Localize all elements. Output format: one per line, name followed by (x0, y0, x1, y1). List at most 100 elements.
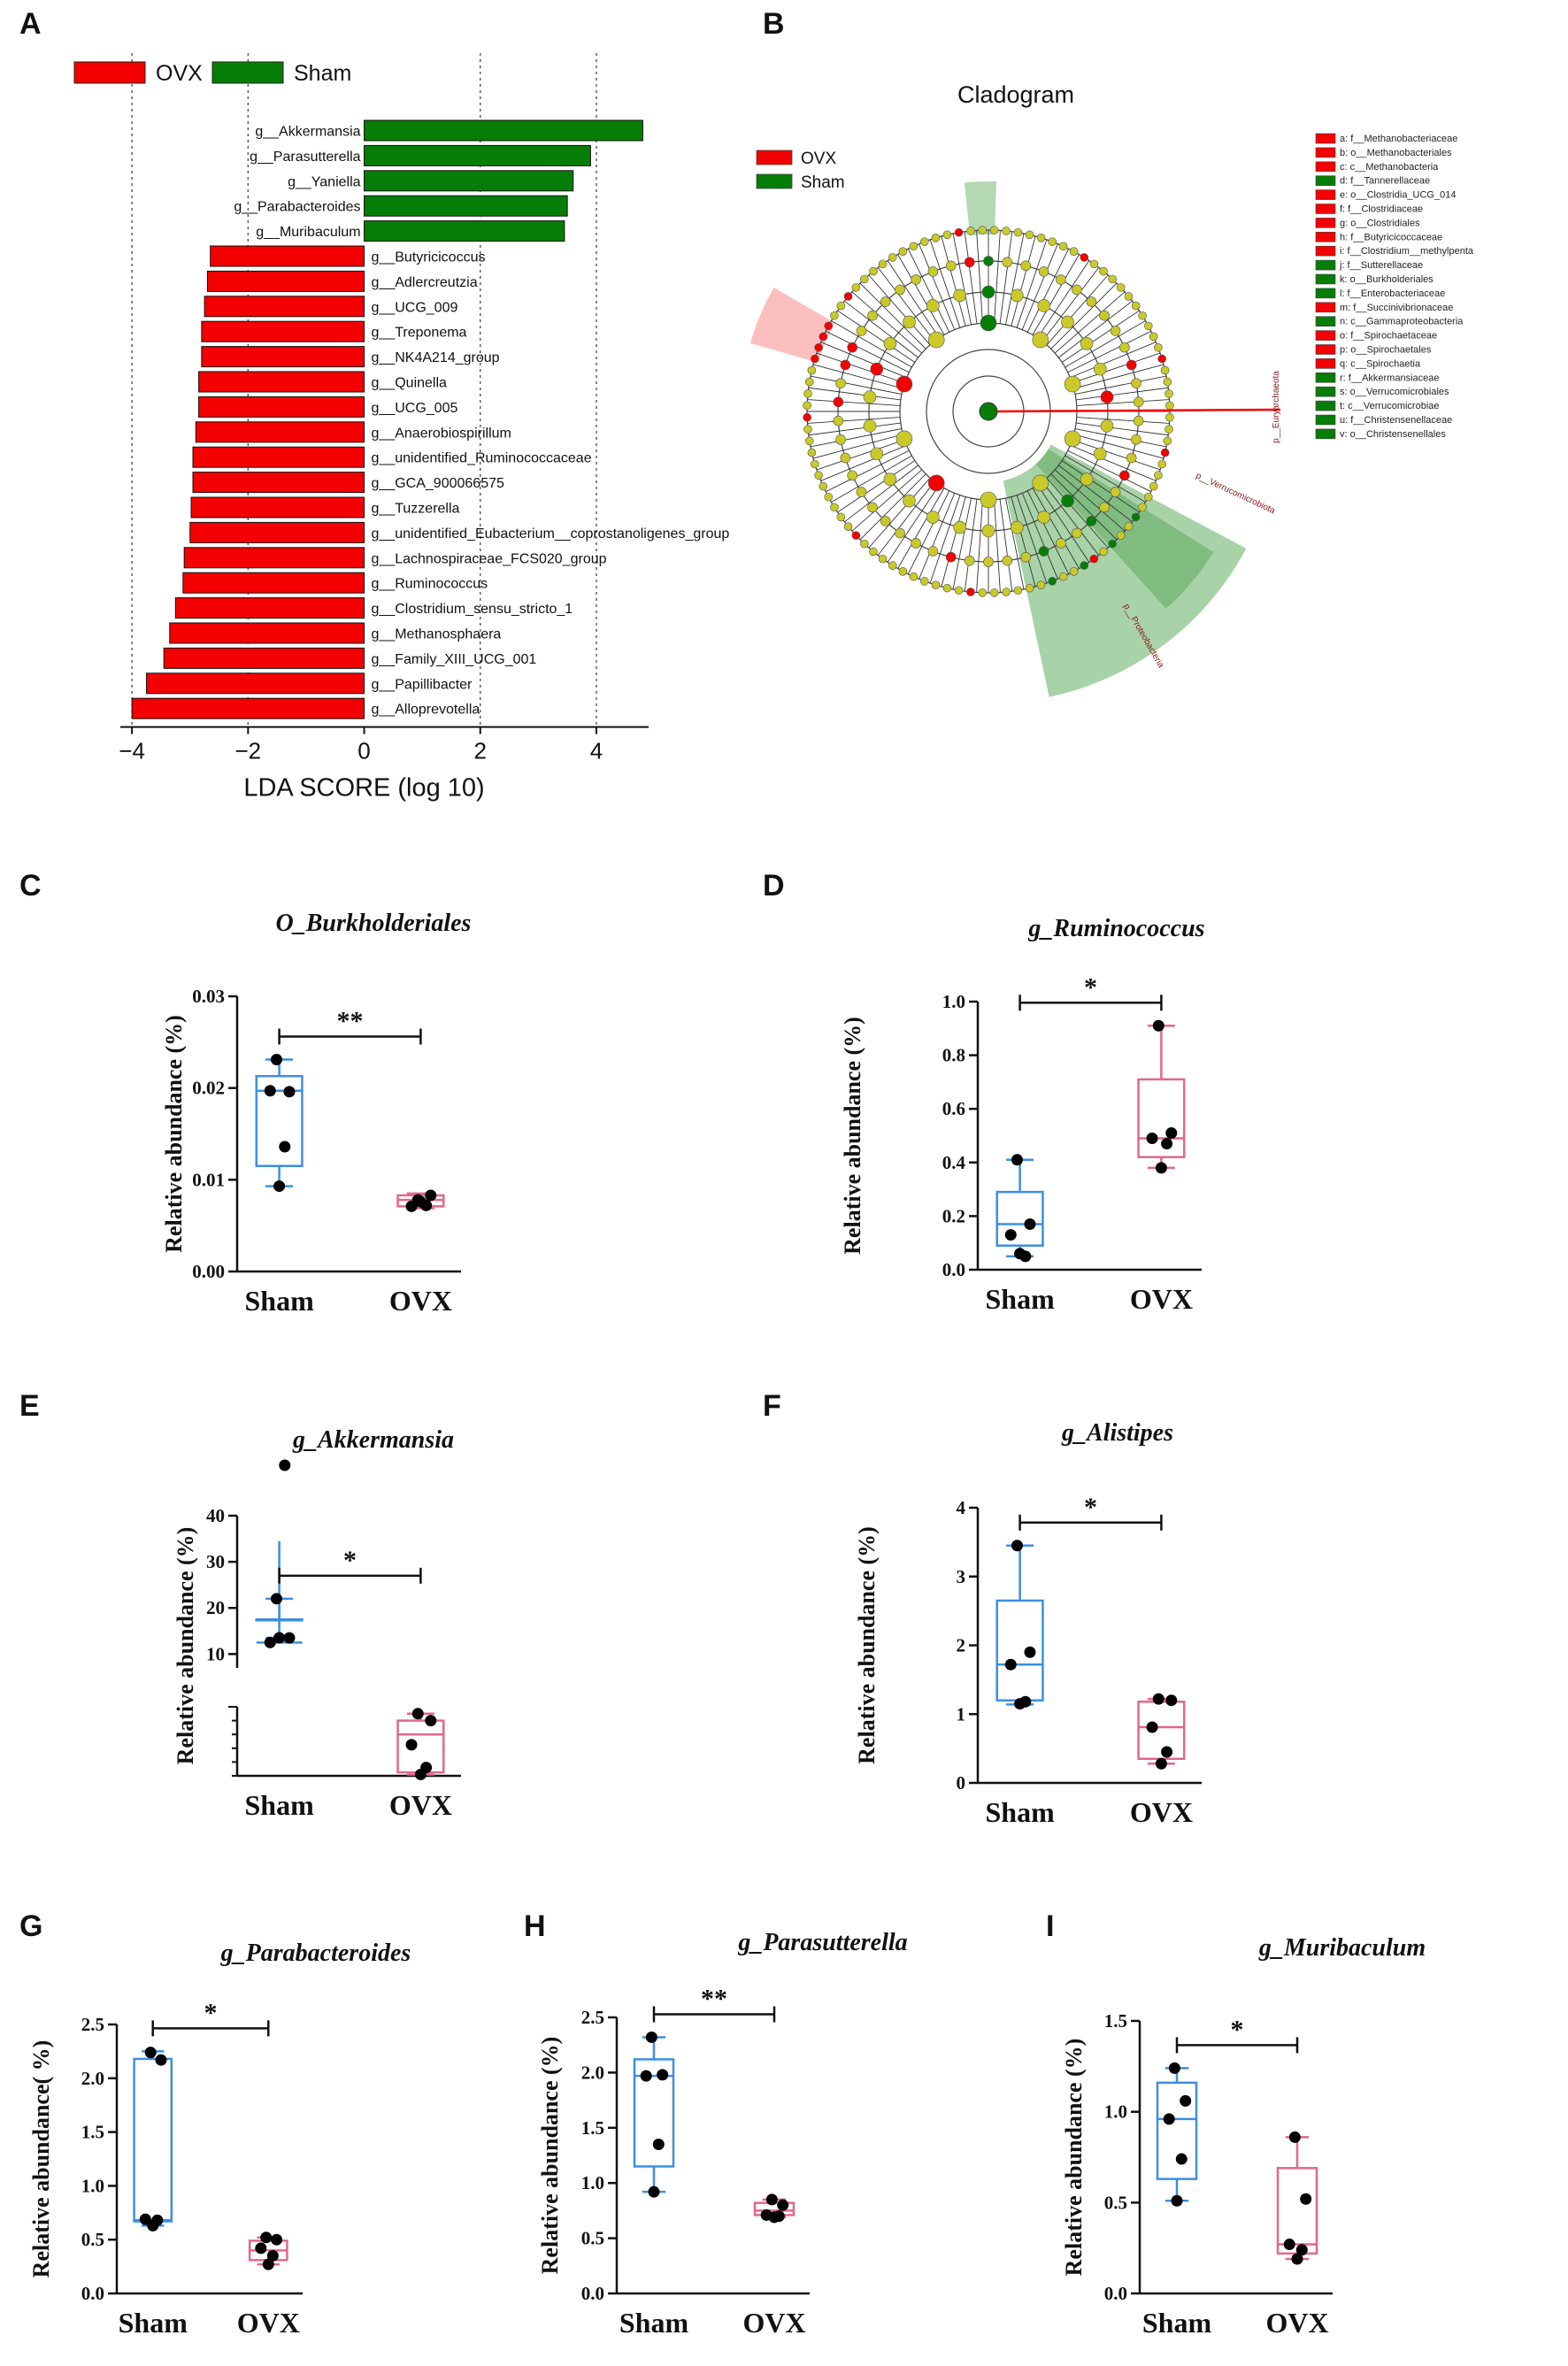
cladogram-taxon-label: r: f__Akkermansiaceae (1340, 373, 1440, 383)
cladogram-node (1124, 292, 1134, 301)
cladogram-node (1163, 377, 1172, 387)
cladogram-node (1058, 572, 1068, 581)
boxplot-y-tick-label: 1.5 (581, 2117, 604, 2139)
lda-bar-label: g__Butyricicoccus (372, 250, 486, 265)
boxplot-data-point (1004, 1658, 1017, 1671)
cladogram-node (840, 452, 851, 464)
cladogram-node (1002, 257, 1013, 268)
cladogram-title: Cladogram (957, 81, 1074, 108)
boxplot-data-point (1024, 1218, 1036, 1230)
cladogram-branch (816, 439, 905, 471)
cladogram-branch (1070, 342, 1157, 379)
boxplot-y-axis-title: Relative abundance (%) (1061, 2039, 1087, 2277)
cladogram-taxon-swatch (1315, 161, 1336, 173)
cladogram-branch (919, 493, 956, 580)
boxplot-data-point (283, 1086, 296, 1098)
boxplot-category-label: Sham (619, 2307, 689, 2339)
cladogram-taxon-swatch (1315, 147, 1336, 158)
cladogram-node (803, 389, 812, 398)
lda-bar (183, 547, 365, 569)
boxplot-y-tick-label: 1.0 (1104, 2101, 1127, 2123)
lda-legend-label-ovx: OVX (156, 61, 203, 86)
cladogram-taxon-swatch (1315, 133, 1336, 144)
cladogram-node (819, 481, 828, 491)
cladogram-node (830, 503, 839, 512)
cladogram-branch (831, 320, 912, 368)
cladogram-node (989, 226, 999, 234)
boxplot-c: O_Burkholderiales Relative abundance (%)0… (161, 910, 472, 1317)
cladogram-node (919, 577, 929, 586)
boxplot-box-sham (133, 2057, 173, 2223)
cladogram-branch (897, 488, 945, 569)
cladogram-node (953, 288, 966, 303)
cladogram-node (931, 580, 941, 589)
cladogram-branch (941, 235, 966, 326)
boxplot-significance-label: * (1084, 1493, 1097, 1522)
boxplot-data-point (260, 2232, 273, 2244)
boxplot-category-label: Sham (985, 1796, 1055, 1828)
cladogram-taxon-label: s: o__Verrucomicrobiales (1340, 387, 1449, 397)
boxplot-data-point (1024, 1646, 1036, 1658)
lda-bar-label: g__Yaniella (288, 174, 361, 189)
cladogram-taxon-label: b: o__Methanobacteriales (1340, 148, 1452, 158)
cladogram-taxon-swatch (1315, 231, 1336, 242)
cladogram-node (911, 538, 921, 549)
lda-bar-label: g__UCG_009 (372, 300, 458, 315)
cladogram-branch (1050, 282, 1118, 350)
boxplot-i: g_Muribaculum Relative abundance (%) 0.0 0.… (1061, 1934, 1426, 2339)
cladogram-branch (964, 499, 978, 592)
cladogram-node (1020, 260, 1032, 272)
cladogram-node (869, 547, 878, 557)
cladogram-node (1037, 299, 1051, 312)
boxplot-title: g_Parasutterella (737, 1929, 907, 1956)
cladogram-taxon-swatch (1315, 386, 1336, 397)
boxplot-y-tick-label: 0.0 (581, 2283, 604, 2304)
cladogram-branch (1072, 439, 1161, 471)
cladogram-branch (994, 230, 1001, 324)
boxplot-category-label: OVX (1130, 1796, 1193, 1828)
cladogram: Cladogram OVX Sham p__Euryarchaeota p__Verru… (749, 81, 1474, 697)
cladogram-branch (1026, 248, 1070, 333)
cladogram-branch (825, 330, 910, 373)
cladogram-branch (1011, 235, 1036, 326)
cladogram-node (860, 539, 869, 549)
boxplot-title: O_Burkholderiales (276, 910, 472, 937)
cladogram-node (804, 436, 814, 446)
lda-x-tick-label: 4 (590, 738, 603, 764)
cladogram-branch (1058, 465, 1133, 523)
panel-label-D: D (763, 869, 785, 903)
lda-bar (146, 672, 365, 695)
boxplot-data-point (1014, 1248, 1026, 1260)
cladogram-branch (1074, 428, 1167, 448)
lda-legend-label-sham: Sham (294, 61, 351, 86)
cladogram-node (863, 419, 877, 433)
boxplot-y-tick-label: 1.0 (81, 2175, 104, 2196)
cladogram-node (895, 527, 905, 539)
boxplot-y-tick-label: 1.0 (581, 2172, 604, 2193)
cladogram-taxon-label: k: o__Burkholderiales (1340, 274, 1433, 285)
boxplot-category-label: Sham (244, 1285, 314, 1317)
boxplot-y-tick-label: 1.0 (942, 991, 965, 1012)
cladogram-node (1133, 415, 1144, 426)
cladogram-node (981, 285, 995, 299)
boxplot-box-ovx (396, 1719, 445, 1774)
cladogram-branch (837, 310, 916, 363)
boxplot-data-point (279, 1459, 291, 1471)
boxplot-f: g_Alistipes Relative abundance (%) 0 1 2 3 4 Sh… (854, 1419, 1202, 1828)
lda-bar (174, 597, 365, 619)
lda-bar-label: g__Methanosphaera (372, 627, 502, 642)
cladogram-branch (964, 231, 978, 324)
boxplot-significance-label: * (204, 1998, 218, 2027)
cladogram-node (909, 242, 919, 251)
boxplot-y-axis-title: Relative abundance( %) (28, 2040, 54, 2278)
boxplot-data-point (1165, 1126, 1178, 1139)
lda-bar-label: g__Parabacteroides (234, 200, 360, 215)
cladogram-node (1032, 331, 1049, 349)
boxplot-box-sham (255, 1074, 304, 1168)
cladogram-node (883, 472, 897, 486)
cladogram-branch (1054, 469, 1126, 532)
lda-bar-label: g__Quinella (372, 376, 448, 391)
lda-bar (198, 371, 365, 393)
boxplot-category-label: Sham (1142, 2307, 1212, 2339)
boxplot-data-point (270, 1054, 282, 1066)
